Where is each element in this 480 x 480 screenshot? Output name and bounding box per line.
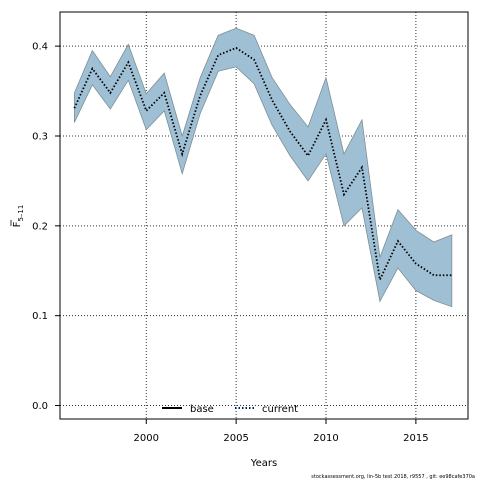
y-tick-label: 0.0 [32, 401, 48, 412]
confidence-band-area [73, 27, 453, 308]
x-tick-label: 2005 [223, 433, 248, 444]
x-tick-label: 2015 [403, 433, 428, 444]
y-axis-title-main: F [12, 221, 23, 227]
svg-text:F5–11: F5–11 [12, 205, 25, 228]
y-tick-label: 0.3 [32, 131, 48, 142]
y-axis-title: F5–11 [10, 205, 25, 228]
y-axis-title-subscript: 5–11 [17, 205, 25, 222]
y-tick-label: 0.4 [32, 42, 48, 53]
y-tick-label: 0.2 [32, 221, 48, 232]
x-axis-ticks: 2000 2005 2010 2015 [134, 419, 429, 444]
series-line-current [73, 46, 452, 283]
y-axis-ticks: 0.0 0.1 0.2 0.3 0.4 [32, 42, 60, 412]
legend-label-current: current [262, 404, 298, 415]
series-lines [73, 46, 452, 283]
y-tick-label: 0.1 [32, 311, 48, 322]
confidence-band [73, 27, 453, 308]
legend: base current [162, 404, 298, 415]
footer-credit: stockassessment.org, lin-5b test 2018, r… [311, 474, 475, 480]
x-tick-label: 2010 [313, 433, 338, 444]
plot-frame [59, 11, 469, 420]
x-tick-label: 2000 [134, 433, 159, 444]
legend-label-base: base [190, 404, 214, 415]
x-axis-title: Years [250, 458, 277, 469]
